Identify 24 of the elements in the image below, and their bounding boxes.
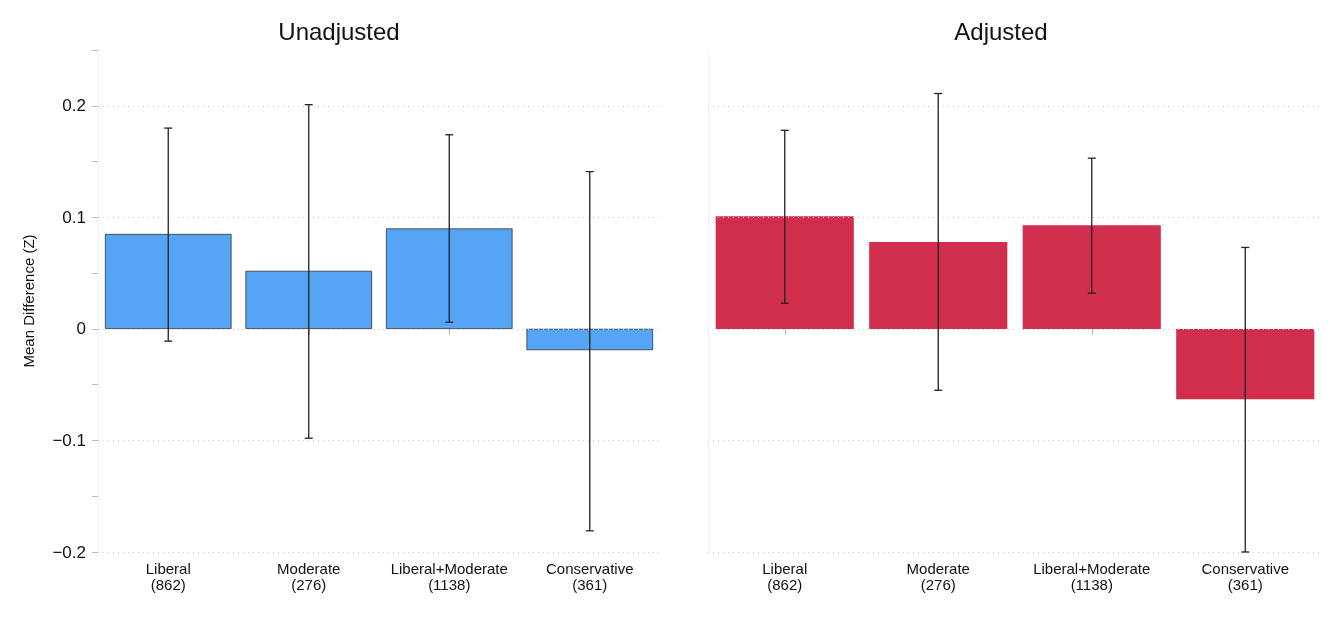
x-tick-label: Conservative (361) [545,559,634,593]
y-tick-label: −0.2 [52,542,86,562]
bar [526,328,653,351]
y-tick-label: 0 [76,319,86,339]
y-tick-label: −0.1 [52,430,86,450]
y-axis-title: Mean Difference (Z) [20,234,37,368]
x-tick-label: Liberal+Moderate (1138) [1033,559,1151,593]
bar [386,228,513,329]
x-tick-label: Liberal (862) [762,559,808,593]
x-tick-label: Moderate (276) [906,559,970,593]
bar [1022,225,1161,329]
bar [245,270,372,329]
bar [715,216,854,329]
chart-title: Adjusted [954,17,1048,45]
x-tick-label: Moderate (276) [277,559,341,593]
x-tick-label: Conservative (361) [1201,559,1290,593]
chart-title: Unadjusted [278,17,400,45]
bar [1176,328,1315,400]
x-tick-label: Liberal+Moderate (1138) [390,559,508,593]
bar [105,234,232,329]
y-tick-label: 0.2 [62,96,86,116]
bar [869,241,1008,329]
y-tick-label: 0.1 [62,207,86,227]
x-tick-label: Liberal (862) [145,559,191,593]
